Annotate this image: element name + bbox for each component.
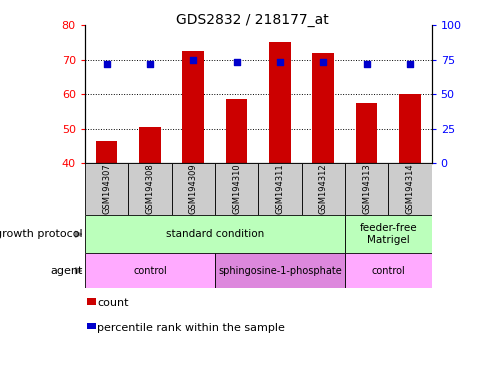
Bar (182, 51, 204, 163)
Bar (398, 94, 420, 163)
Text: sphingosine-1-phosphate: sphingosine-1-phosphate (218, 266, 341, 276)
Text: feeder-free
Matrigel: feeder-free Matrigel (359, 223, 416, 245)
Point (103, 61, 110, 68)
Text: GDS2832 / 218177_at: GDS2832 / 218177_at (176, 13, 328, 27)
Text: GSM194310: GSM194310 (232, 164, 241, 214)
Bar (214, 163, 257, 215)
Text: control: control (133, 266, 166, 276)
Bar (301, 163, 344, 215)
Bar (95, 141, 117, 163)
Bar (269, 42, 290, 163)
Bar (85, 215, 344, 253)
Text: GSM194314: GSM194314 (405, 164, 414, 214)
Bar (214, 253, 344, 288)
Text: GSM194312: GSM194312 (318, 164, 327, 214)
Text: GSM194309: GSM194309 (188, 164, 197, 214)
Text: GSM194313: GSM194313 (362, 164, 370, 215)
Text: control: control (371, 266, 404, 276)
Text: percentile rank within the sample: percentile rank within the sample (97, 323, 284, 333)
Bar (171, 163, 214, 215)
Text: GSM194311: GSM194311 (275, 164, 284, 214)
Bar (87, 323, 96, 329)
Bar (128, 163, 171, 215)
Bar (355, 103, 377, 163)
Point (319, 58, 327, 65)
Point (405, 61, 413, 67)
Point (275, 59, 283, 65)
Bar (344, 163, 388, 215)
Bar (344, 253, 431, 288)
Text: count: count (97, 298, 128, 308)
Bar (85, 163, 128, 215)
Point (362, 61, 370, 68)
Point (189, 57, 197, 63)
Bar (388, 163, 431, 215)
Bar (257, 163, 301, 215)
Bar (344, 215, 431, 253)
Bar (312, 53, 333, 163)
Bar (139, 127, 160, 163)
Bar (87, 298, 96, 305)
Bar (85, 253, 214, 288)
Text: agent: agent (50, 266, 82, 276)
Text: GSM194307: GSM194307 (102, 164, 111, 215)
Point (146, 61, 153, 67)
Text: standard condition: standard condition (166, 229, 263, 239)
Bar (225, 99, 247, 163)
Text: growth protocol: growth protocol (0, 229, 82, 239)
Point (232, 59, 240, 65)
Text: GSM194308: GSM194308 (145, 164, 154, 215)
